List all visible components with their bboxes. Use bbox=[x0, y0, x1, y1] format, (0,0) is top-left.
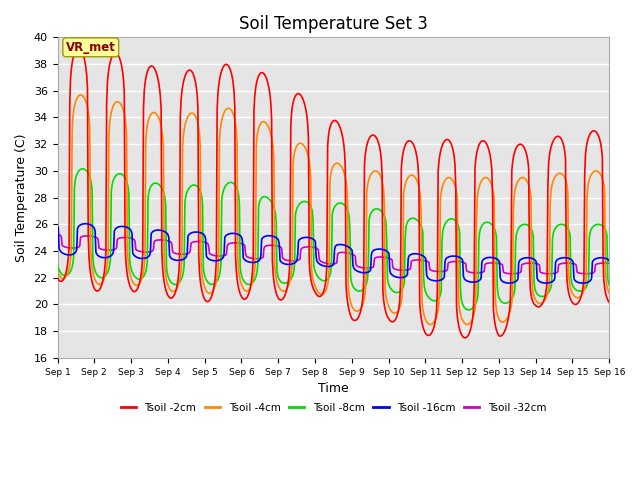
Title: Soil Temperature Set 3: Soil Temperature Set 3 bbox=[239, 15, 428, 33]
Text: VR_met: VR_met bbox=[66, 41, 116, 54]
Legend: Tsoil -2cm, Tsoil -4cm, Tsoil -8cm, Tsoil -16cm, Tsoil -32cm: Tsoil -2cm, Tsoil -4cm, Tsoil -8cm, Tsoi… bbox=[116, 398, 550, 417]
Y-axis label: Soil Temperature (C): Soil Temperature (C) bbox=[15, 133, 28, 262]
X-axis label: Time: Time bbox=[318, 382, 349, 395]
